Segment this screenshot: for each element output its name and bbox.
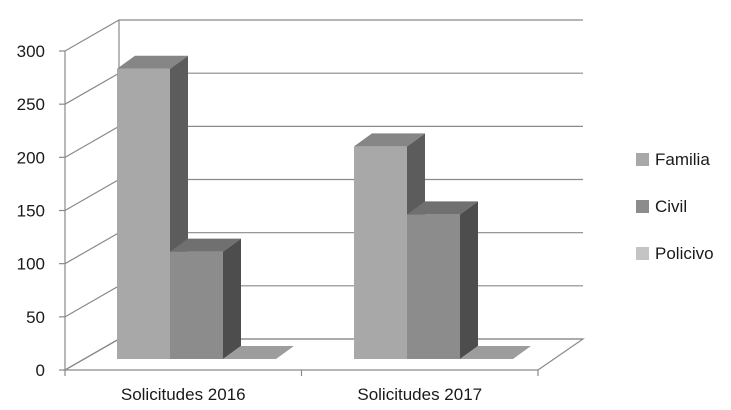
legend-swatch-2: [636, 247, 649, 260]
legend-item-2: Policivo: [636, 242, 714, 265]
bar-side: [460, 201, 478, 359]
legend-item-1: Civil: [636, 195, 714, 218]
x-tick-label: Solicitudes 2017: [357, 385, 482, 404]
legend-label-0: Familia: [655, 150, 710, 170]
legend-label-2: Policivo: [655, 244, 714, 264]
bar-side: [223, 239, 241, 359]
y-tick-label: 100: [17, 255, 45, 274]
bar-civil-0: [170, 239, 241, 359]
bar-front: [117, 69, 170, 359]
legend-item-0: Familia: [636, 148, 714, 171]
legend-swatch-0: [636, 153, 649, 166]
bar-civil-1: [407, 201, 478, 359]
y-tick-label: 150: [17, 202, 45, 221]
y-tick-label: 300: [17, 42, 45, 61]
y-axis-ticks: 0 50 100 150 200 250 300: [17, 42, 45, 380]
x-axis-ticks: Solicitudes 2016 Solicitudes 2017: [121, 385, 482, 404]
y-tick-label: 200: [17, 148, 45, 167]
bar-front: [170, 252, 223, 359]
gridline: [65, 20, 583, 51]
y-tick-label: 250: [17, 95, 45, 114]
y-tick-label: 0: [36, 361, 45, 380]
bar-group: [117, 56, 531, 359]
legend: Familia Civil Policivo: [636, 148, 714, 289]
y-tick-label: 50: [26, 308, 45, 327]
x-tick-label: Solicitudes 2016: [121, 385, 246, 404]
bar-front: [354, 146, 407, 359]
legend-label-1: Civil: [655, 197, 687, 217]
legend-swatch-1: [636, 200, 649, 213]
bar-front: [407, 214, 460, 359]
